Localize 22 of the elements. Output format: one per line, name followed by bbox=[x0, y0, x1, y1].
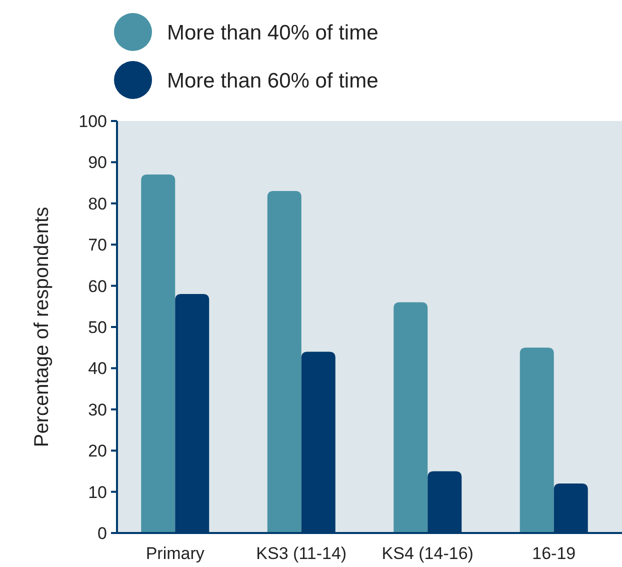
bar bbox=[520, 348, 554, 533]
y-tick-label: 50 bbox=[88, 318, 107, 337]
y-tick-label: 30 bbox=[88, 400, 107, 420]
x-tick-label: Primary bbox=[146, 544, 205, 563]
x-tick-label: KS4 (14-16) bbox=[382, 544, 474, 563]
x-tick-label: 16-19 bbox=[532, 544, 576, 563]
y-tick-label: 90 bbox=[88, 153, 107, 172]
y-tick-label: 20 bbox=[88, 442, 107, 461]
bar bbox=[141, 174, 176, 533]
bar bbox=[267, 191, 302, 533]
y-tick-label: 100 bbox=[78, 112, 107, 131]
y-tick-label: 60 bbox=[88, 276, 107, 296]
x-tick-label: KS3 (11-14) bbox=[256, 544, 347, 563]
bar bbox=[394, 302, 428, 533]
y-tick-label: 0 bbox=[98, 524, 107, 543]
y-tick-label: 80 bbox=[88, 194, 107, 214]
y-tick-label: 40 bbox=[88, 359, 107, 378]
y-tick-label: 70 bbox=[88, 236, 107, 255]
legend-label: More than 60% of time bbox=[167, 69, 378, 92]
y-tick-label: 10 bbox=[88, 482, 107, 502]
legend-label: More than 40% of time bbox=[167, 21, 378, 44]
y-axis-title: Percentage of respondents bbox=[31, 206, 53, 448]
